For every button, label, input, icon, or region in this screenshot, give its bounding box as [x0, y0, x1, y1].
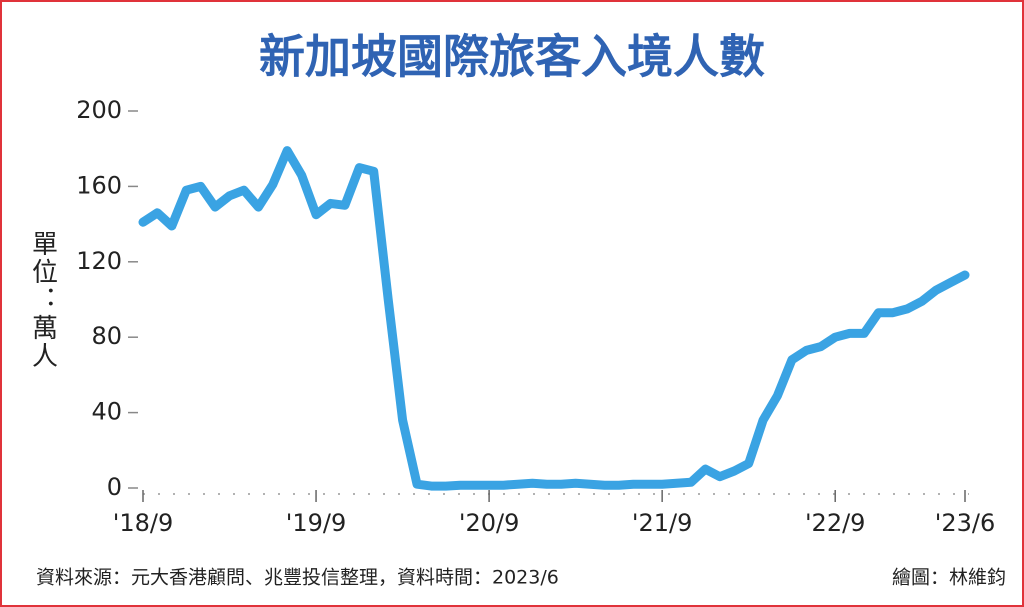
y-tick-label: 40	[91, 398, 122, 426]
y-tick-label: 200	[76, 96, 122, 124]
y-tick-label: 0	[107, 473, 122, 501]
y-tick-label: 160	[76, 171, 122, 199]
source: 資料來源：元大香港顧問、兆豐投信整理，資料時間：2023/6	[36, 567, 559, 589]
x-tick-label: '23/6	[935, 509, 996, 537]
x-tick-label: '22/9	[805, 509, 866, 537]
data-line	[138, 146, 970, 491]
y-tick-label: 80	[91, 322, 122, 350]
y-axis-label: 單位：萬人	[28, 230, 58, 370]
y-tick-label: 120	[76, 247, 122, 275]
chart-title: 新加坡國際旅客入境人數	[259, 30, 765, 84]
x-tick-label: '19/9	[286, 509, 347, 537]
x-tick-label: '18/9	[113, 509, 174, 537]
x-tick-label: '20/9	[459, 509, 520, 537]
credit: 繪圖：林維鈞	[892, 567, 1006, 589]
x-tick-label: '21/9	[632, 509, 693, 537]
